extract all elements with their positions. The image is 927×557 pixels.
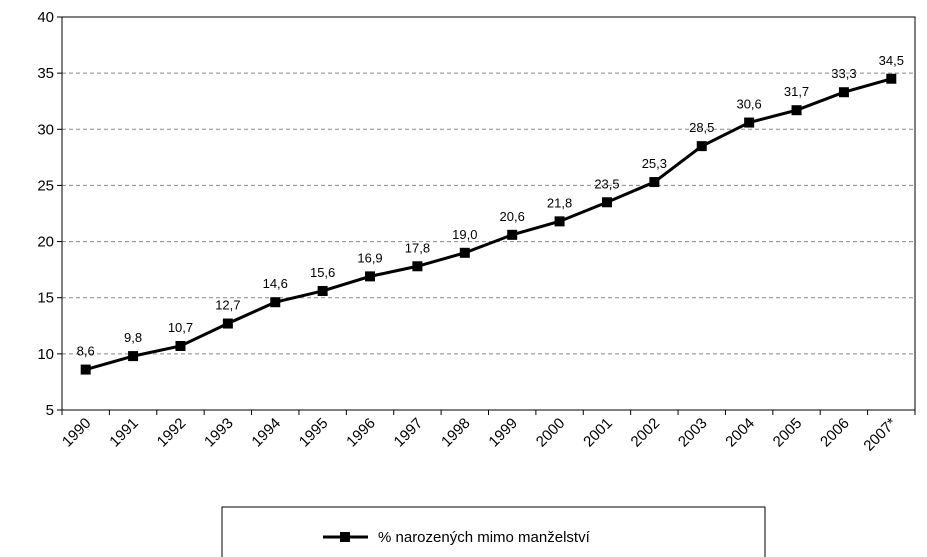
marker	[412, 261, 423, 272]
x-tick-label: 2003	[675, 415, 711, 451]
marker	[838, 87, 849, 98]
y-tick-label: 10	[37, 346, 54, 363]
marker	[744, 117, 755, 128]
marker	[175, 340, 186, 351]
x-tick-label: 2002	[628, 415, 664, 451]
data-label: 20,6	[500, 209, 525, 224]
x-tick-label: 2007*	[860, 415, 900, 455]
data-label: 16,9	[357, 250, 382, 265]
y-tick-label: 25	[37, 177, 54, 194]
x-tick-label: 1999	[485, 415, 521, 451]
marker	[80, 364, 91, 375]
data-label: 15,6	[310, 265, 335, 280]
x-tick-label: 1990	[59, 415, 95, 451]
marker	[886, 73, 897, 84]
marker	[649, 177, 660, 188]
y-tick-label: 20	[37, 234, 54, 251]
x-tick-label: 2001	[580, 415, 616, 451]
data-label: 17,8	[405, 240, 430, 255]
x-tick-label: 1995	[296, 415, 332, 451]
y-tick-label: 40	[37, 9, 54, 26]
data-label: 25,3	[642, 156, 667, 171]
series-line	[85, 77, 892, 372]
x-tick-label: 1993	[201, 415, 237, 451]
x-tick-label: 1997	[391, 415, 427, 451]
data-label: 34,5	[879, 53, 904, 68]
marker	[128, 351, 139, 362]
x-tick-label: 2006	[817, 415, 853, 451]
x-tick-label: 1991	[106, 415, 142, 451]
data-label: 8,6	[77, 344, 95, 359]
legend-label: % narozených mimo manželství	[378, 529, 591, 546]
y-tick-label: 5	[46, 402, 54, 419]
marker	[791, 105, 802, 116]
legend-marker	[340, 532, 350, 542]
data-label: 21,8	[547, 195, 572, 210]
y-tick-label: 35	[37, 65, 54, 82]
marker	[507, 229, 518, 240]
data-label: 14,6	[263, 276, 288, 291]
data-label: 9,8	[124, 330, 142, 345]
data-label: 31,7	[784, 84, 809, 99]
data-label: 33,3	[831, 66, 856, 81]
x-tick-label: 1998	[438, 415, 474, 451]
x-tick-label: 2000	[533, 415, 569, 451]
data-label: 12,7	[215, 298, 240, 313]
marker	[554, 216, 565, 227]
marker	[365, 271, 376, 282]
x-tick-label: 1994	[248, 415, 284, 451]
x-tick-label: 1996	[343, 415, 379, 451]
data-label: 28,5	[689, 120, 714, 135]
data-label: 23,5	[594, 176, 619, 191]
marker	[270, 297, 281, 308]
data-label: 19,0	[452, 227, 477, 242]
x-tick-label: 2004	[722, 415, 758, 451]
marker	[317, 285, 328, 296]
marker	[696, 141, 707, 152]
y-tick-label: 15	[37, 290, 54, 307]
x-tick-label: 2005	[770, 415, 806, 451]
marker	[222, 318, 233, 329]
plot-border	[61, 16, 916, 411]
marker	[459, 247, 470, 258]
marker	[601, 197, 612, 208]
legend-box	[221, 506, 766, 557]
data-label: 10,7	[168, 320, 193, 335]
y-tick-label: 30	[37, 121, 54, 138]
x-tick-label: 1992	[154, 415, 190, 451]
data-label: 30,6	[736, 97, 761, 112]
